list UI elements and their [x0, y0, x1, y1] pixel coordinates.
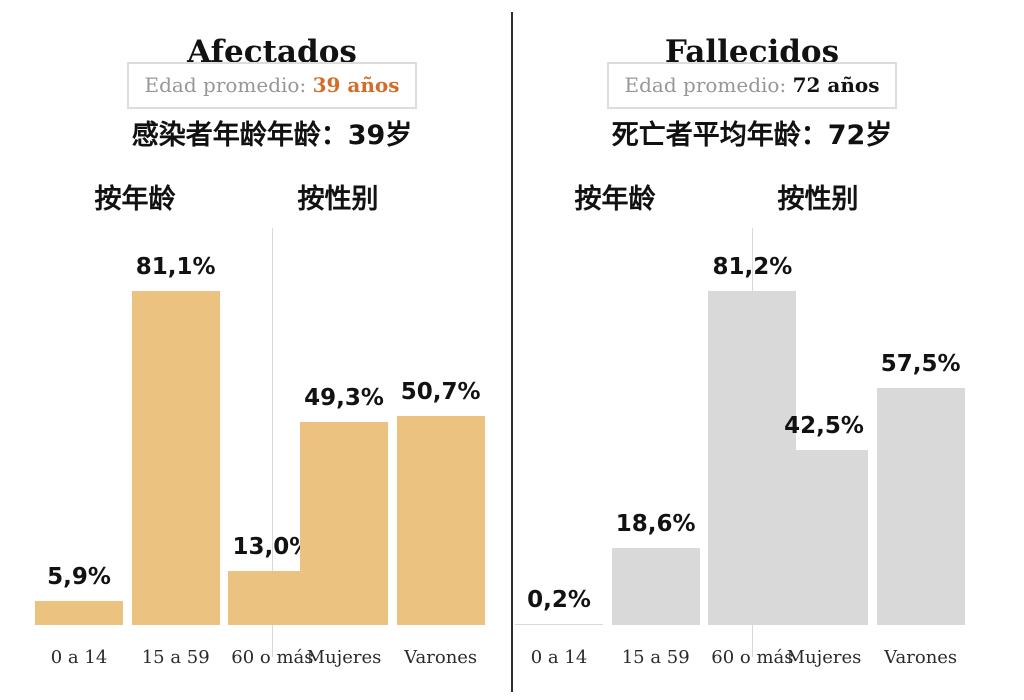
group-header-by-age: 按年龄	[94, 184, 176, 215]
bar-value-label: 18,6%	[615, 511, 696, 538]
panel-divider	[511, 12, 513, 692]
average-age-value: 72 años	[792, 73, 880, 97]
x-axis-label: 60 o más	[711, 647, 794, 668]
bar-Varones	[396, 416, 485, 625]
bar-0 a 14	[515, 624, 603, 625]
average-age-box: Edad promedio: 39 años	[126, 62, 418, 109]
group-divider-line	[272, 228, 273, 657]
bar-value-label: 13,0%	[232, 534, 313, 561]
group-header-by-gender: 按性别	[777, 184, 859, 215]
x-axis-label: Mujeres	[306, 647, 382, 668]
average-age-row: Edad promedio: 39 años	[35, 62, 509, 109]
bar-Mujeres	[780, 449, 868, 625]
bar-value-label: 5,9%	[47, 563, 111, 590]
group-header-by-gender: 按性别	[297, 184, 379, 215]
group-header-by-age: 按年龄	[574, 184, 656, 215]
x-axis-label: Varones	[884, 647, 958, 668]
x-axis-label: 60 o más	[231, 647, 314, 668]
average-age-label: Edad promedio:	[144, 73, 307, 97]
x-axis-label: 15 a 59	[141, 647, 210, 668]
average-age-label: Edad promedio:	[624, 73, 787, 97]
panel-content: Fallecidos Edad promedio: 72 años 死亡者平均年…	[515, 0, 989, 700]
bar-value-label: 81,1%	[135, 254, 216, 280]
x-axis-label: 0 a 14	[50, 647, 108, 668]
bar-value-label: 0,2%	[527, 587, 591, 613]
chart-panel-afectados: Afectados Edad promedio: 39 años 感染者年龄年龄…	[35, 0, 509, 700]
bar-value-label: 49,3%	[304, 384, 384, 411]
bar-plot-fallecidos: 0,2% 0 a 14 18,6% 15 a 59 81,2% 60 o más 42,5%…	[515, 228, 965, 668]
bar-Varones	[876, 388, 965, 625]
bar-0 a 14	[35, 600, 123, 625]
x-axis-label: Varones	[404, 647, 478, 668]
panel-content: Afectados Edad promedio: 39 años 感染者年龄年龄…	[35, 0, 509, 700]
bar-value-label: 50,7%	[400, 379, 481, 406]
bar-value-label: 57,5%	[880, 351, 961, 378]
chart-subtitle-cjk: 死亡者平均年龄：72岁	[611, 120, 893, 151]
bar-plot-afectados: 5,9% 0 a 14 81,1% 15 a 59 13,0% 60 o más 49,3%…	[35, 228, 485, 668]
bar-Mujeres	[300, 421, 388, 625]
bar-value-label: 81,2%	[712, 253, 793, 280]
bar-value-label: 42,5%	[784, 412, 864, 439]
x-axis-label: Mujeres	[786, 647, 862, 668]
bar-15 a 59	[611, 548, 700, 625]
x-axis-label: 15 a 59	[621, 647, 690, 668]
chart-panel-fallecidos: Fallecidos Edad promedio: 72 años 死亡者平均年…	[512, 0, 1024, 700]
average-age-box: Edad promedio: 72 años	[606, 62, 898, 109]
bar-15 a 59	[131, 291, 220, 625]
average-age-value: 39 años	[312, 73, 400, 97]
chart-subtitle-cjk: 感染者年龄年龄：39岁	[131, 120, 413, 151]
average-age-row: Edad promedio: 72 años	[515, 62, 989, 109]
x-axis-label: 0 a 14	[530, 647, 588, 668]
